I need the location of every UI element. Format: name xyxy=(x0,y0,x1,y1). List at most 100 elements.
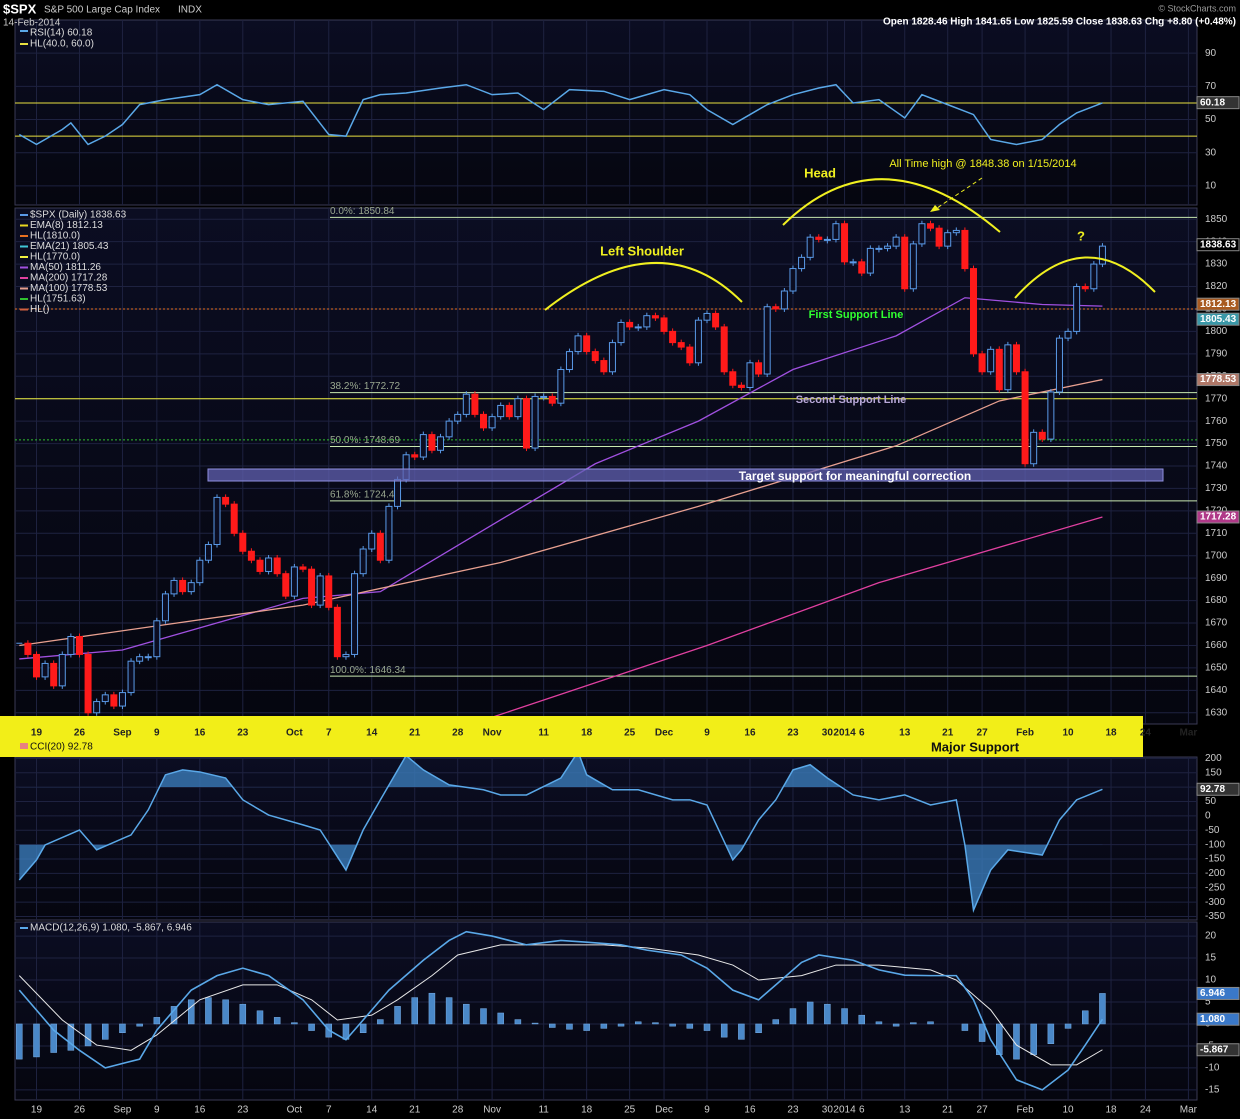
area xyxy=(19,844,1103,911)
value-tag xyxy=(1196,782,1240,796)
candle xyxy=(712,312,720,328)
x-tick-label: 11 xyxy=(538,728,549,739)
candle xyxy=(1038,431,1046,440)
x-tick-label: 30 xyxy=(822,1105,834,1116)
x-tick-label: Feb xyxy=(1016,728,1034,739)
value-tag xyxy=(1196,1043,1240,1057)
candle xyxy=(574,335,582,353)
legend-swatch xyxy=(20,308,28,311)
candle xyxy=(1081,286,1089,290)
histogram-bar xyxy=(308,1023,315,1031)
candle xyxy=(24,642,32,655)
x-tick-label: 24 xyxy=(1140,728,1152,739)
annotation: Head xyxy=(804,165,836,180)
x-tick-label: 14 xyxy=(366,1105,378,1116)
histogram-bar xyxy=(824,1003,831,1025)
x-tick-label: 13 xyxy=(899,1105,911,1116)
x-tick-label: 26 xyxy=(74,1105,86,1116)
histogram-bar xyxy=(875,1021,883,1025)
candle xyxy=(634,326,642,329)
candle xyxy=(763,306,771,375)
candle xyxy=(1073,286,1081,332)
histogram-bar xyxy=(497,1012,504,1025)
candle xyxy=(746,362,754,388)
histogram-bar xyxy=(600,1023,608,1029)
histogram-bar xyxy=(652,1022,659,1025)
candle xyxy=(144,656,152,659)
candle xyxy=(428,434,436,451)
y-tick-label: -250 xyxy=(1205,882,1225,893)
value-tag-label: 1838.63 xyxy=(1200,239,1237,250)
candle xyxy=(471,393,479,415)
exchange: INDX xyxy=(178,5,202,16)
x-tick-label: 7 xyxy=(326,728,332,739)
candle xyxy=(961,229,969,270)
candle xyxy=(565,351,573,371)
histogram-bar xyxy=(273,1017,281,1025)
candle xyxy=(136,656,144,662)
x-tick-label: 25 xyxy=(624,1105,636,1116)
candle xyxy=(858,261,866,274)
y-tick-label: 1830 xyxy=(1205,259,1228,270)
value-tag-label: 1.080 xyxy=(1200,1014,1225,1025)
y-tick-label: 10 xyxy=(1205,975,1217,986)
candle xyxy=(918,223,926,245)
histogram-bar xyxy=(910,1022,917,1025)
candle xyxy=(351,573,359,655)
subtitle: S&P 500 Large Cap Index xyxy=(44,5,160,16)
x-tick-label: Nov xyxy=(483,728,502,739)
candle xyxy=(583,335,591,353)
annotation: Second Support Line xyxy=(796,394,907,406)
y-tick-label: 1850 xyxy=(1205,214,1228,225)
x-tick-label: 16 xyxy=(744,728,756,739)
legend-swatch xyxy=(20,43,28,45)
histogram-bar xyxy=(239,1003,247,1025)
fib-label: 38.2%: 1772.72 xyxy=(330,381,400,392)
fib-label: 50.0%: 1748.69 xyxy=(330,435,400,446)
y-tick-label: 150 xyxy=(1205,767,1222,778)
candle xyxy=(823,238,831,241)
x-tick-label: Mar xyxy=(1180,728,1198,739)
date: 14-Feb-2014 xyxy=(3,18,61,29)
histogram-bar xyxy=(256,1010,264,1025)
candle xyxy=(927,223,935,229)
candle xyxy=(626,321,634,328)
x-tick-label: 23 xyxy=(787,1105,799,1116)
histogram-bar xyxy=(669,1023,676,1027)
histogram-bar xyxy=(1099,993,1106,1025)
x-tick-label: 13 xyxy=(899,728,911,739)
candle xyxy=(67,636,75,655)
candle xyxy=(41,662,49,678)
x-tick-label: 18 xyxy=(1105,728,1117,739)
candle xyxy=(643,315,651,328)
shoulder-arc xyxy=(1014,256,1156,299)
candle xyxy=(273,557,281,575)
candle xyxy=(849,261,857,264)
x-tick-label: 30 xyxy=(822,728,834,739)
value-tag xyxy=(1196,297,1240,311)
histogram-bar xyxy=(566,1023,573,1030)
candle xyxy=(385,505,393,561)
y-tick-label: -200 xyxy=(1205,868,1225,879)
annotation: Major Support xyxy=(931,739,1020,754)
x-tick-label: 16 xyxy=(194,1105,206,1116)
histogram-bar xyxy=(806,1001,814,1025)
candle xyxy=(204,544,212,561)
candle xyxy=(703,312,711,321)
histogram-bar xyxy=(170,1006,178,1025)
candle xyxy=(299,566,307,570)
y-tick-label: 50 xyxy=(1205,114,1217,125)
line xyxy=(19,297,1103,660)
y-tick-label: 70 xyxy=(1205,81,1217,92)
candle xyxy=(101,694,109,703)
y-tick-label: 5 xyxy=(1205,997,1211,1008)
histogram-bar xyxy=(789,1008,797,1025)
candle xyxy=(32,653,40,678)
candle xyxy=(1030,431,1038,465)
y-tick-label: 1750 xyxy=(1205,438,1228,449)
histogram-bar xyxy=(1064,1023,1072,1029)
candle xyxy=(462,393,470,415)
candle xyxy=(170,579,178,595)
x-tick-label: 18 xyxy=(581,1105,593,1116)
candle xyxy=(196,559,204,584)
